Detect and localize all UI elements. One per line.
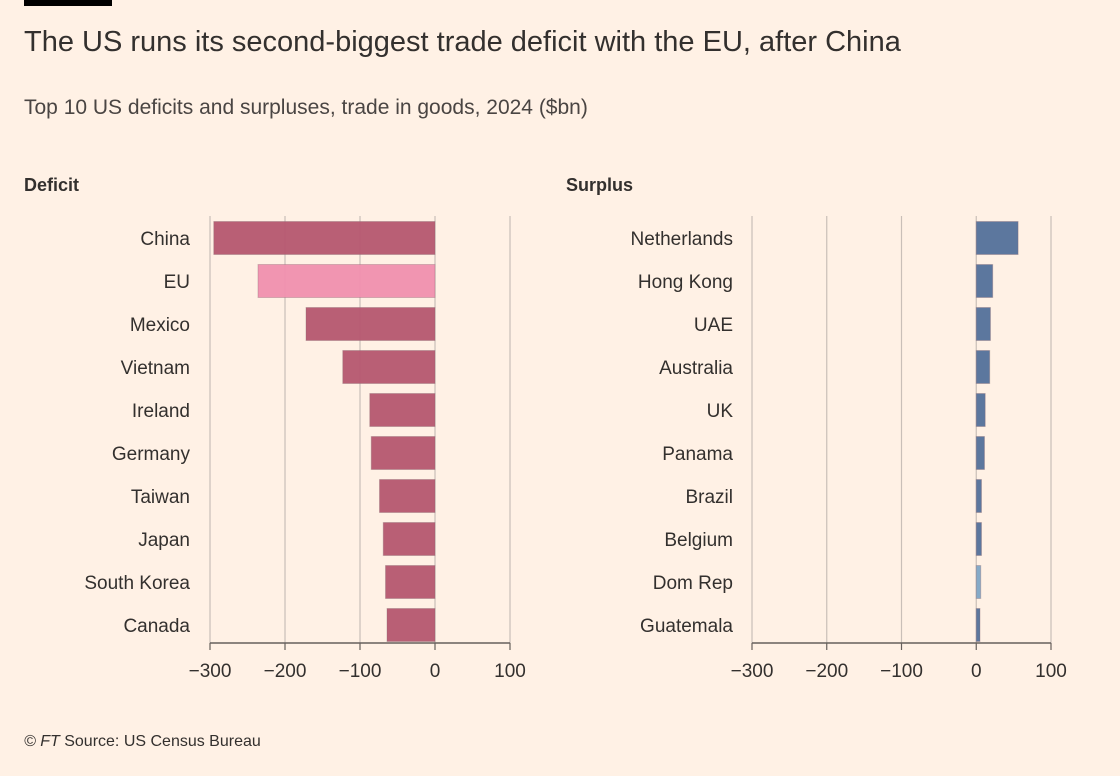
deficit-category-label: China xyxy=(140,229,190,250)
deficit-category-label: Taiwan xyxy=(131,487,190,508)
surplus-panel-title: Surplus xyxy=(566,175,634,195)
surplus-tick-label: −300 xyxy=(731,661,774,682)
surplus-panel: −300 −200 −100 0 100 Netherlands Hong Kong UAE A… xyxy=(631,216,1067,682)
surplus-category-label: Guatemala xyxy=(640,616,733,637)
deficit-bar-japan xyxy=(382,522,436,556)
surplus-category-label: Brazil xyxy=(685,487,733,508)
deficit-tick-label: −200 xyxy=(264,661,307,682)
surplus-category-label: Australia xyxy=(659,358,733,379)
deficit-category-label: South Korea xyxy=(84,573,190,594)
surplus-bar-guatemala xyxy=(975,608,981,642)
deficit-bar-south-korea xyxy=(385,565,436,599)
deficit-category-label: Canada xyxy=(123,616,190,637)
deficit-panel-title: Deficit xyxy=(24,175,80,195)
deficit-bar-china xyxy=(213,221,436,255)
surplus-bar-panama xyxy=(975,436,985,470)
top-accent-bar xyxy=(24,0,112,6)
surplus-category-label: Panama xyxy=(662,444,733,465)
surplus-bar-uk xyxy=(975,393,986,427)
deficit-category-label: Ireland xyxy=(132,401,190,422)
deficit-category-label: Japan xyxy=(138,530,190,551)
surplus-bar-brazil xyxy=(975,479,982,513)
deficit-bar-canada xyxy=(386,608,436,642)
surplus-category-label: UAE xyxy=(694,315,733,336)
surplus-category-label: Hong Kong xyxy=(638,272,733,293)
deficit-tick-label: −100 xyxy=(339,661,382,682)
chart-subtitle: Top 10 US deficits and surpluses, trade … xyxy=(24,96,588,119)
deficit-bar-taiwan xyxy=(379,479,436,513)
deficit-bar-vietnam xyxy=(342,350,436,384)
surplus-category-label: UK xyxy=(707,401,734,422)
surplus-bar-netherlands xyxy=(975,221,1019,255)
surplus-category-label: Netherlands xyxy=(631,229,733,250)
surplus-tick-label: −100 xyxy=(880,661,923,682)
surplus-bar-hong-kong xyxy=(975,264,994,298)
deficit-panel: −300 −200 −100 0 100 China EU Mexico Vietnam Irel… xyxy=(84,216,526,682)
deficit-bar-eu xyxy=(257,264,436,298)
surplus-tick-label: 100 xyxy=(1035,661,1067,682)
deficit-tick-label: 100 xyxy=(494,661,526,682)
surplus-tick-label: 0 xyxy=(971,661,982,682)
surplus-category-label: Dom Rep xyxy=(653,573,733,594)
surplus-tick-label: −200 xyxy=(805,661,848,682)
deficit-tick-label: 0 xyxy=(430,661,441,682)
chart-title: The US runs its second-biggest trade def… xyxy=(24,26,901,58)
surplus-bar-dom-rep xyxy=(975,565,982,599)
surplus-bar-australia xyxy=(975,350,991,384)
surplus-bar-belgium xyxy=(975,522,982,556)
deficit-bar-germany xyxy=(370,436,436,470)
footer-brand: © FT xyxy=(24,733,60,750)
deficit-bar-mexico xyxy=(305,307,436,341)
deficit-category-label: Vietnam xyxy=(121,358,190,379)
footer-source-text: Source: US Census Bureau xyxy=(59,733,261,750)
deficit-tick-label: −300 xyxy=(189,661,232,682)
surplus-category-label: Belgium xyxy=(664,530,733,551)
deficit-category-label: Mexico xyxy=(130,315,190,336)
deficit-bar-ireland xyxy=(369,393,436,427)
deficit-category-label: Germany xyxy=(112,444,191,465)
deficit-category-label: EU xyxy=(164,272,190,293)
surplus-bar-uae xyxy=(975,307,991,341)
footer-source: © FT Source: US Census Bureau xyxy=(24,733,261,751)
